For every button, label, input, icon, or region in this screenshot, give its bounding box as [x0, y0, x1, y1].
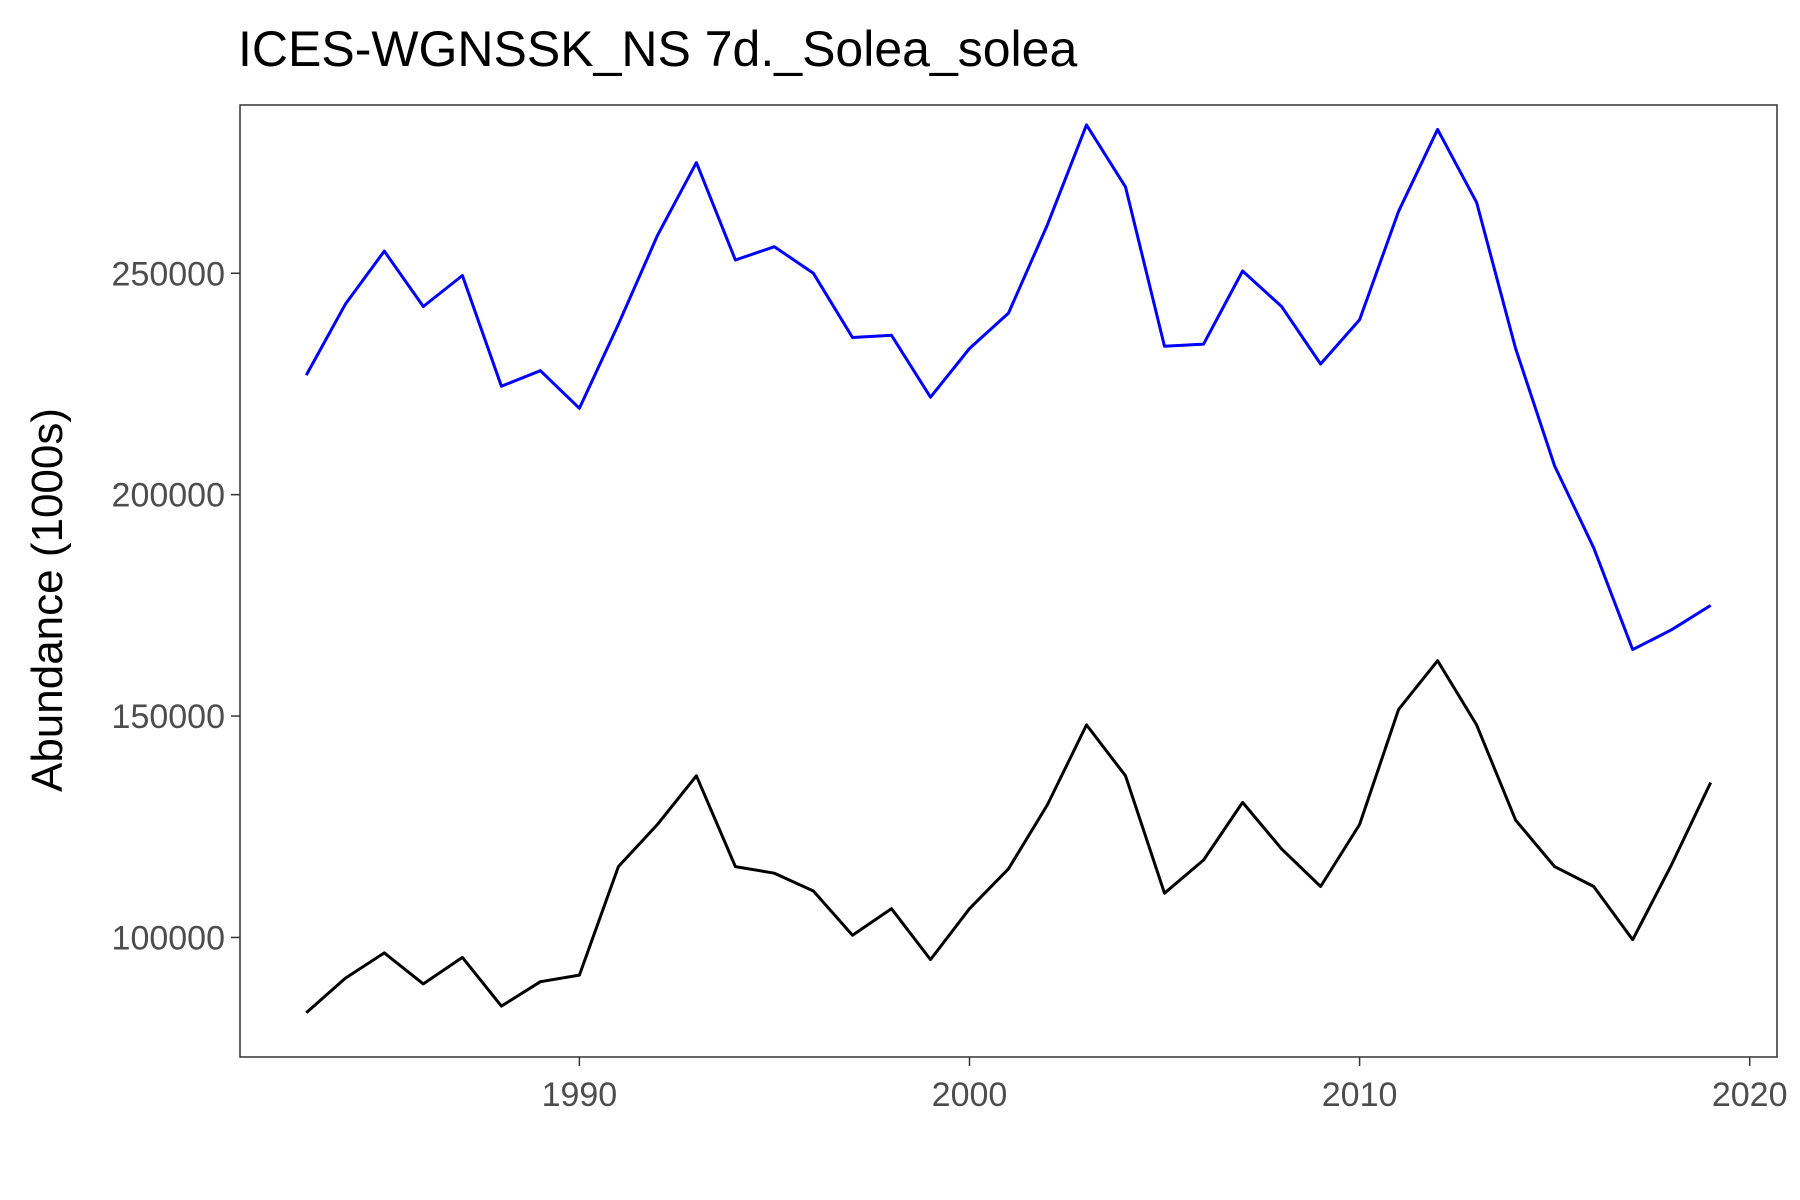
y-axis: 100000 150000 200000 250000 [112, 255, 240, 957]
series-line-2 [305, 659, 1713, 1014]
chart-title: ICES-WGNSSK_NS 7d._Solea_solea [238, 21, 1077, 77]
x-tick-label: 2000 [932, 1076, 1008, 1114]
x-axis: 1990 2000 2010 2020 [542, 1057, 1788, 1114]
plot-panel-border [239, 104, 1778, 1058]
y-tick-label: 250000 [112, 255, 225, 293]
y-axis-label: Abundance (1000s) [23, 408, 72, 792]
x-tick-label: 2010 [1322, 1076, 1398, 1114]
series-line-1 [304, 123, 1712, 652]
series-layer [304, 123, 1713, 1014]
x-tick-label: 2020 [1712, 1076, 1788, 1114]
y-tick-label: 150000 [112, 698, 225, 736]
y-tick-label: 200000 [112, 477, 225, 515]
x-tick-label: 1990 [542, 1076, 618, 1114]
y-tick-label: 100000 [112, 919, 225, 957]
